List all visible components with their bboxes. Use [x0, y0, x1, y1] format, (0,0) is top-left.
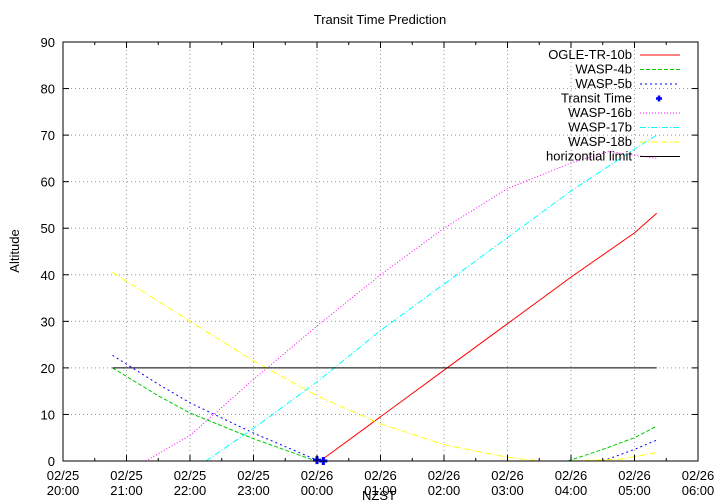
- x-tick-date: 02/25: [237, 468, 270, 483]
- axis-ticks: [62, 41, 699, 462]
- y-tick-label: 50: [41, 221, 55, 236]
- y-tick-label: 60: [41, 175, 55, 190]
- legend-marker: [656, 95, 662, 102]
- legend-label: WASP-18b: [568, 134, 632, 149]
- series-ogle-tr-10b: [319, 212, 658, 462]
- x-tick-time: 06:00: [682, 483, 715, 498]
- y-tick-label: 90: [41, 35, 55, 50]
- x-tick-time: 23:00: [237, 483, 270, 498]
- x-tick-date: 02/25: [174, 468, 207, 483]
- x-tick-date: 02/25: [110, 468, 143, 483]
- legend-label: WASP-17b: [568, 120, 632, 135]
- series-wasp-5b: [112, 354, 318, 461]
- series-wasp-17b: [205, 134, 657, 462]
- x-tick-date: 02/26: [491, 468, 524, 483]
- series-wasp-4b-rise: [567, 425, 657, 462]
- x-tick-time: 05:00: [618, 483, 651, 498]
- chart-title: Transit Time Prediction: [314, 12, 446, 27]
- x-axis-labels: 02/2520:0002/2521:0002/2522:0002/2523:00…: [47, 468, 715, 498]
- x-tick-time: 04:00: [555, 483, 588, 498]
- y-tick-label: 0: [48, 454, 55, 469]
- series-wasp-18b: [112, 271, 657, 462]
- x-tick-time: 22:00: [174, 483, 207, 498]
- x-tick-date: 02/26: [428, 468, 461, 483]
- x-tick-date: 02/26: [301, 468, 334, 483]
- y-tick-label: 30: [41, 314, 55, 329]
- legend-label: OGLE-TR-10b: [548, 47, 632, 62]
- x-tick-time: 02:00: [428, 483, 461, 498]
- y-tick-label: 40: [41, 268, 55, 283]
- y-tick-label: 70: [41, 128, 55, 143]
- series-wasp-5b-rise: [602, 439, 657, 462]
- y-axis-title: Altitude: [7, 229, 22, 272]
- y-tick-label: 10: [41, 407, 55, 422]
- legend-label: horizontial limit: [546, 149, 632, 164]
- y-axis-labels: 0 10 20 30 40 50 60 70 80 90: [41, 35, 55, 469]
- x-tick-date: 02/26: [618, 468, 651, 483]
- x-tick-date: 02/26: [555, 468, 588, 483]
- legend-label: WASP-4b: [575, 62, 632, 77]
- x-tick-time: 03:00: [491, 483, 524, 498]
- x-axis-title: NZST: [362, 488, 396, 503]
- legend-label: WASP-16b: [568, 105, 632, 120]
- x-tick-time: 20:00: [47, 483, 80, 498]
- y-tick-label: 20: [41, 361, 55, 376]
- legend-label: WASP-5b: [575, 76, 632, 91]
- series-lines: [112, 134, 658, 462]
- legend-label: Transit Time: [561, 91, 632, 106]
- x-tick-time: 01:00: [364, 483, 397, 498]
- x-tick-date: 02/25: [47, 468, 80, 483]
- x-tick-time: 00:00: [301, 483, 334, 498]
- series-wasp-4b: [112, 367, 321, 462]
- x-tick-date: 02/26: [682, 468, 715, 483]
- x-tick-date: 02/26: [364, 468, 397, 483]
- series-wasp-16b: [145, 150, 657, 462]
- y-tick-label: 80: [41, 82, 55, 97]
- x-tick-time: 21:00: [110, 483, 143, 498]
